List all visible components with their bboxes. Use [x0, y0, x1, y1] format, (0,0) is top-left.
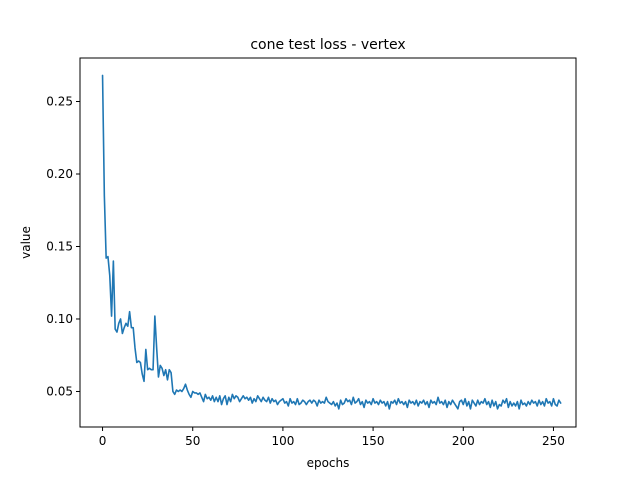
- x-tick-label: 250: [542, 434, 565, 448]
- x-tick-label: 50: [185, 434, 200, 448]
- chart-title: cone test loss - vertex: [250, 37, 405, 53]
- x-tick-label: 200: [452, 434, 475, 448]
- plot-area: [101, 74, 562, 410]
- x-tick-label: 0: [99, 434, 107, 448]
- x-axis: 0 50 100 150 200 250: [99, 427, 565, 448]
- y-tick-label: 0.15: [46, 239, 73, 253]
- plot-frame: [79, 57, 577, 428]
- y-tick-label: 0.25: [46, 94, 73, 108]
- y-axis: 0.05 0.10 0.15 0.20 0.25: [46, 94, 80, 398]
- x-axis-title: epochs: [307, 456, 350, 470]
- y-tick-label: 0.10: [46, 312, 73, 326]
- y-axis-title: value: [19, 226, 33, 259]
- series-line: [101, 74, 562, 410]
- y-tick-label: 0.20: [46, 167, 73, 181]
- x-tick-label: 150: [362, 434, 385, 448]
- x-tick-label: 100: [271, 434, 294, 448]
- y-tick-label: 0.05: [46, 384, 73, 398]
